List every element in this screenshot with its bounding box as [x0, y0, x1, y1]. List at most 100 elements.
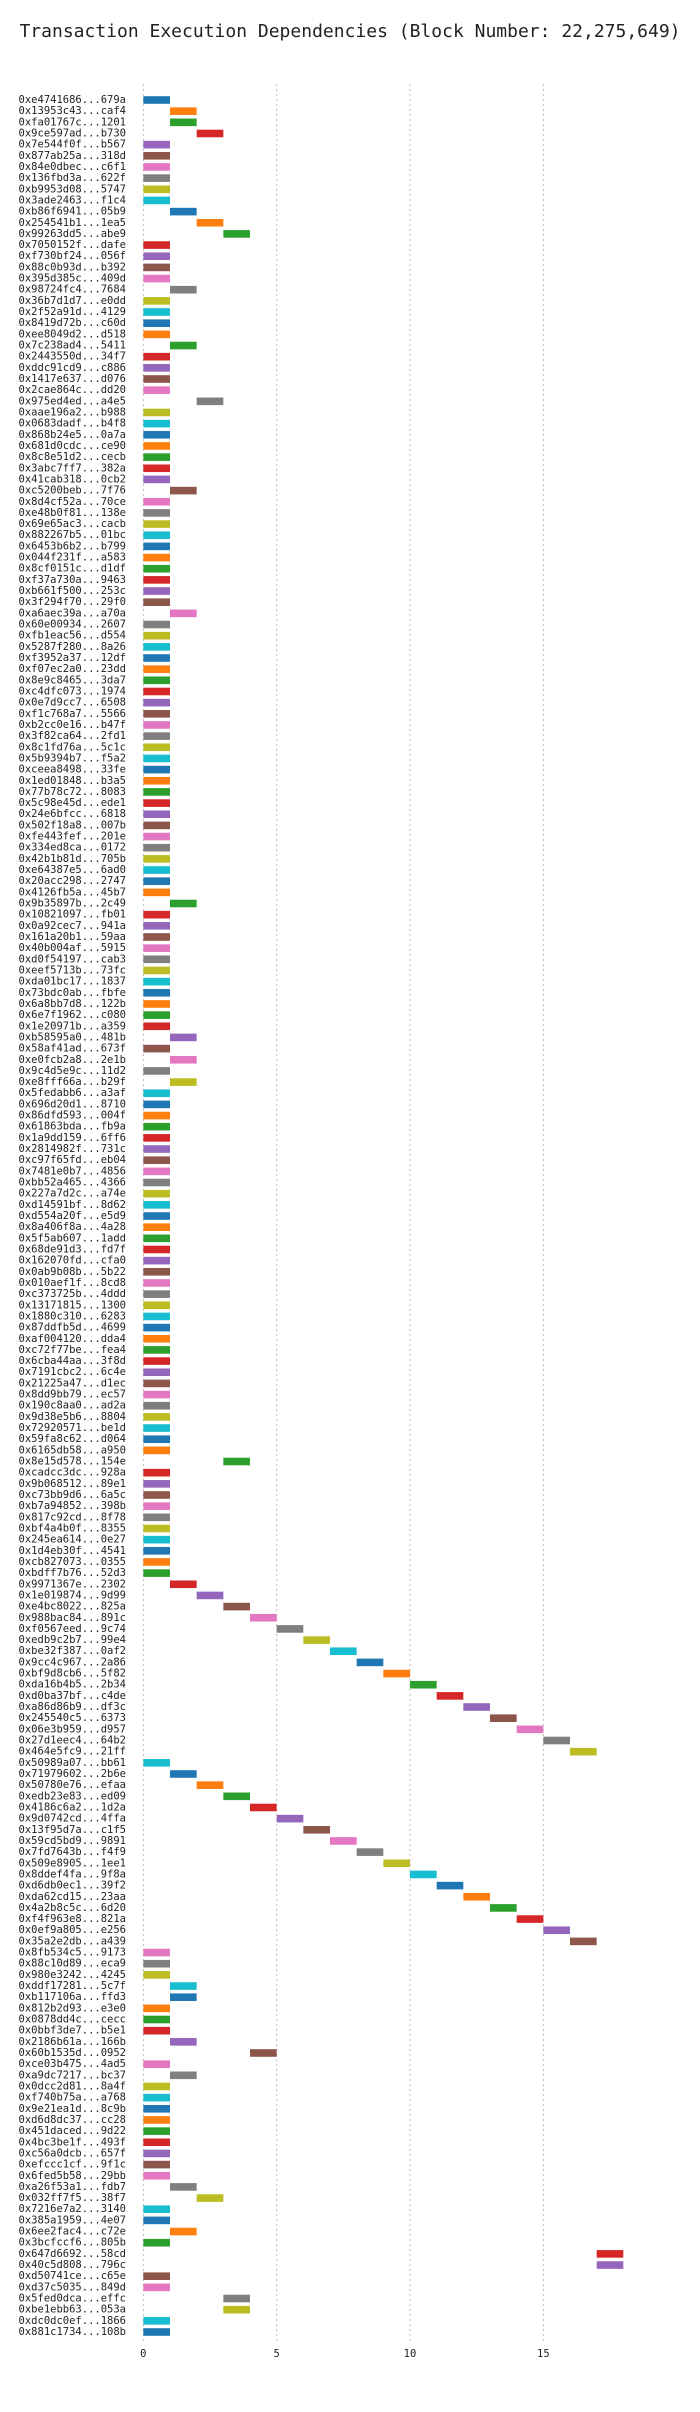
- y-tick-label: 0x71979602...2b6e: [19, 1768, 126, 1780]
- y-tick-label: 0xb2cc0e16...b47f: [19, 719, 126, 731]
- bar: [143, 2026, 170, 2035]
- bar: [170, 899, 197, 908]
- bar: [276, 1814, 304, 1823]
- bar: [143, 174, 170, 182]
- bar: [143, 475, 170, 484]
- bar: [490, 1904, 517, 1912]
- bar: [143, 2317, 170, 2325]
- bar: [596, 2250, 624, 2258]
- bar: [570, 1937, 597, 1946]
- bar: [170, 609, 197, 618]
- bar: [170, 1993, 197, 2001]
- bar: [143, 152, 170, 160]
- y-tick-label: 0x1417e637...d076: [19, 373, 126, 385]
- bar: [143, 1323, 170, 1332]
- y-tick-label: 0x0a92cec7...941a: [19, 920, 126, 932]
- bar: [143, 654, 170, 662]
- y-tick-label: 0xdc0dc0ef...1866: [19, 2315, 126, 2327]
- y-tick-label: 0x13953c43...caf4: [19, 105, 126, 117]
- y-tick-label: 0xf07ec2a0...23dd: [19, 663, 126, 675]
- bar: [143, 1145, 170, 1153]
- y-tick-label: 0x2186b61a...166b: [19, 2036, 126, 2048]
- bar: [143, 140, 170, 149]
- bar: [143, 1234, 170, 1243]
- bar: [143, 431, 170, 439]
- bar: [143, 1368, 170, 1377]
- y-tick-label: 0x9b35897b...2c49: [19, 898, 126, 910]
- bar: [143, 989, 170, 997]
- y-tick-label: 0xfa01767c...1201: [19, 116, 126, 128]
- bar: [196, 218, 224, 227]
- bar: [143, 1167, 170, 1176]
- bar: [196, 129, 224, 138]
- y-tick-label: 0xd14591bf...8d62: [19, 1199, 126, 1211]
- bar: [143, 531, 170, 540]
- bar: [143, 922, 170, 930]
- bar: [143, 587, 170, 595]
- bar: [143, 687, 170, 696]
- bar: [143, 1268, 170, 1276]
- bar: [143, 2272, 170, 2280]
- y-tick-label: 0x8ddef4fa...9f8a: [19, 1868, 126, 1880]
- bar: [410, 1870, 437, 1879]
- bar: [250, 1613, 277, 1622]
- bar: [143, 776, 170, 785]
- y-tick-label: 0x98724fc4...7684: [19, 284, 126, 296]
- bar: [143, 1971, 170, 1979]
- y-tick-label: 0x254541b1...1ea5: [19, 217, 126, 229]
- bar: [250, 1803, 277, 1812]
- bar: [143, 1312, 170, 1321]
- y-tick-label: 0x0ef9a805...e256: [19, 1924, 126, 1936]
- bar: [143, 1513, 170, 1522]
- bar: [143, 1279, 170, 1287]
- y-tick-label: 0xf4f963e8...821a: [19, 1913, 126, 1925]
- bar: [170, 341, 197, 350]
- y-tick-label: 0x8d4cf52a...70ce: [19, 496, 126, 508]
- bar: [143, 1558, 170, 1566]
- bar: [596, 2261, 624, 2269]
- y-tick-label: 0x8cf0151c...d1df: [19, 563, 126, 575]
- y-tick-label: 0x0ab9b08b...5b22: [19, 1266, 126, 1278]
- bar: [223, 1457, 250, 1466]
- y-tick-label: 0xceea8498...33fe: [19, 764, 126, 776]
- y-tick-label: 0x0bbf3de7...b5e1: [19, 2025, 126, 2037]
- y-tick-label: 0x2cae864c...dd20: [19, 384, 126, 396]
- bar: [170, 2071, 197, 2080]
- bar: [143, 1468, 170, 1477]
- bar: [516, 1725, 544, 1734]
- y-tick-label: 0x6165db58...a950: [19, 1444, 126, 1456]
- chart-title: Transaction Execution Dependencies (Bloc…: [19, 21, 680, 42]
- y-tick-label: 0xd6d8dc37...cc28: [19, 2114, 126, 2126]
- bar: [223, 1792, 250, 1801]
- bar: [143, 576, 170, 584]
- bar: [143, 408, 170, 417]
- y-tick-label: 0x7fd7643b...f4f9: [19, 1846, 126, 1858]
- y-tick-label: 0xf3952a37...12df: [19, 652, 126, 664]
- y-tick-label: 0x24e6bfcc...6818: [19, 808, 126, 820]
- y-tick-label: 0x1e019874...9d99: [19, 1589, 126, 1601]
- y-tick-label: 0xa9dc7217...bc37: [19, 2069, 126, 2081]
- y-tick-label: 0xc4dfc073...1974: [19, 685, 126, 697]
- y-tick-label: 0xda16b4b5...2b34: [19, 1679, 126, 1691]
- bar: [143, 1011, 170, 1019]
- bar: [143, 1569, 170, 1577]
- y-tick-label: 0xedb23e83...ed09: [19, 1790, 126, 1802]
- y-tick-label: 0x5b9394b7...f5a2: [19, 752, 126, 764]
- y-tick-label: 0x245540c5...6373: [19, 1712, 126, 1724]
- bar: [170, 1580, 197, 1589]
- bar: [143, 96, 170, 104]
- y-tick-label: 0x40b004af...5915: [19, 942, 126, 954]
- bar: [143, 2004, 170, 2013]
- y-tick-label: 0x010aef1f...8cd8: [19, 1277, 126, 1289]
- bar: [143, 1435, 170, 1443]
- y-tick-label: 0xb7a94852...398b: [19, 1500, 126, 1512]
- y-tick-label: 0xe64387e5...6ad0: [19, 864, 126, 876]
- y-tick-label: 0xcb827073...0355: [19, 1556, 126, 1568]
- y-tick-label: 0x3f294f70...29f0: [19, 596, 126, 608]
- y-tick-label: 0xc373725b...4ddd: [19, 1288, 126, 1300]
- y-tick-label: 0x1ed01848...b3a5: [19, 775, 126, 787]
- y-tick-label: 0x696d20d1...8710: [19, 1098, 126, 1110]
- bar: [330, 1647, 357, 1656]
- y-tick-label: 0xe48b0f81...138e: [19, 507, 126, 519]
- x-tick-label: 5: [274, 2348, 280, 2360]
